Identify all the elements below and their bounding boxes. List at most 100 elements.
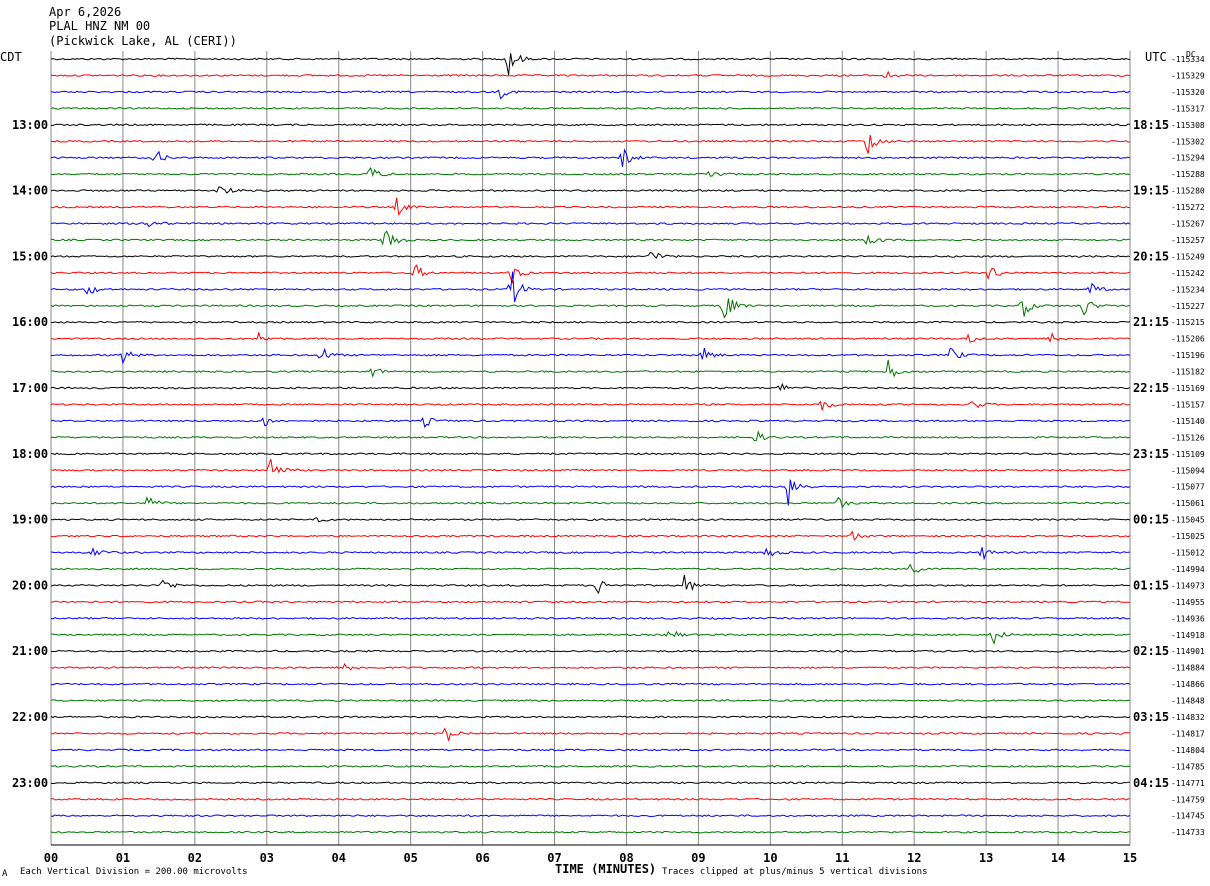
time-grid bbox=[50, 51, 1131, 846]
dc-offset-label: -114973 bbox=[1171, 581, 1205, 590]
right-time-label: 02:15 bbox=[1133, 644, 1169, 658]
x-tick-label: 02 bbox=[188, 851, 202, 865]
dc-offset-label: -115045 bbox=[1171, 516, 1205, 525]
x-tick-label: 13 bbox=[979, 851, 993, 865]
x-tick-label: 03 bbox=[260, 851, 274, 865]
left-time-label: 17:00 bbox=[12, 381, 48, 395]
dc-offset-label: -115288 bbox=[1171, 170, 1205, 179]
dc-offset-label: -115242 bbox=[1171, 269, 1205, 278]
trace-line bbox=[50, 251, 1131, 259]
dc-offset-labels: -115334 -115329 -115320 -115317 -115308 -1153… bbox=[1171, 55, 1205, 837]
trace-line bbox=[50, 781, 1131, 785]
trace-line bbox=[50, 600, 1131, 604]
dc-offset-label: -114866 bbox=[1171, 680, 1205, 689]
x-tick-label: 01 bbox=[116, 851, 130, 865]
header: Apr 6,2026 PLAL HNZ NM 00 (Pickwick Lake… bbox=[49, 5, 237, 48]
trace-line bbox=[50, 400, 1131, 411]
right-time-labels: 18:15 19:15 20:15 21:15 22:15 23:15 00:15 01:15… bbox=[1133, 118, 1169, 790]
trace-line bbox=[50, 382, 1131, 392]
trace-line bbox=[50, 123, 1131, 127]
x-tick-label: 11 bbox=[835, 851, 849, 865]
dc-offset-label: -114785 bbox=[1171, 762, 1205, 771]
x-tick-label: 05 bbox=[403, 851, 417, 865]
dc-offset-label: -115077 bbox=[1171, 483, 1205, 492]
trace-line bbox=[50, 748, 1131, 752]
right-time-label: 21:15 bbox=[1133, 315, 1169, 329]
header-date: Apr 6,2026 bbox=[49, 5, 121, 19]
trace-group bbox=[50, 53, 1131, 834]
dc-offset-label: -114936 bbox=[1171, 614, 1205, 623]
right-time-label: 03:15 bbox=[1133, 710, 1169, 724]
trace-line bbox=[50, 166, 1131, 178]
dc-offset-label: -115012 bbox=[1171, 549, 1205, 558]
left-time-label: 22:00 bbox=[12, 710, 48, 724]
dc-label: DC bbox=[1186, 50, 1196, 59]
x-tick-label: 12 bbox=[907, 851, 921, 865]
dc-offset-label: -114848 bbox=[1171, 697, 1205, 706]
dc-offset-label: -115329 bbox=[1171, 71, 1205, 80]
trace-line bbox=[50, 89, 1131, 100]
trace-line bbox=[50, 517, 1131, 523]
left-time-labels: 13:00 14:00 15:00 16:00 17:00 18:00 19:00 20:00… bbox=[12, 118, 48, 790]
right-time-label: 00:15 bbox=[1133, 513, 1169, 527]
left-time-label: 15:00 bbox=[12, 249, 48, 263]
dc-offset-label: -114918 bbox=[1171, 631, 1205, 640]
dc-offset-label: -115302 bbox=[1171, 137, 1205, 146]
trace-line bbox=[50, 359, 1131, 378]
dc-offset-label: -115109 bbox=[1171, 450, 1205, 459]
dc-offset-label: -114955 bbox=[1171, 598, 1205, 607]
trace-line bbox=[50, 197, 1130, 216]
trace-line bbox=[50, 264, 1131, 285]
left-timezone-label: CDT bbox=[0, 50, 22, 64]
trace-line bbox=[50, 649, 1131, 653]
x-tick-label: 15 bbox=[1123, 851, 1137, 865]
trace-line bbox=[50, 70, 1131, 78]
dc-offset-label: -115308 bbox=[1171, 121, 1205, 130]
dc-offset-label: -114884 bbox=[1171, 664, 1205, 673]
right-time-label: 04:15 bbox=[1133, 776, 1169, 790]
left-time-label: 19:00 bbox=[12, 513, 48, 527]
left-time-label: 23:00 bbox=[12, 776, 48, 790]
trace-line bbox=[50, 53, 1131, 76]
dc-offset-label: -114994 bbox=[1171, 565, 1205, 574]
trace-line bbox=[50, 271, 1131, 303]
x-tick-label: 04 bbox=[332, 851, 346, 865]
dc-offset-label: -114733 bbox=[1171, 828, 1205, 837]
dc-offset-label: -115249 bbox=[1171, 252, 1205, 261]
dc-offset-label: -114901 bbox=[1171, 647, 1205, 656]
dc-offset-label: -115206 bbox=[1171, 335, 1205, 344]
dc-offset-label: -115094 bbox=[1171, 466, 1205, 475]
trace-line bbox=[50, 715, 1131, 719]
right-time-label: 18:15 bbox=[1133, 118, 1169, 132]
right-time-label: 01:15 bbox=[1133, 578, 1169, 592]
x-tick-label: 10 bbox=[763, 851, 777, 865]
trace-line bbox=[50, 682, 1131, 686]
trace-line bbox=[50, 298, 1131, 319]
trace-line bbox=[50, 458, 1131, 474]
trace-line bbox=[50, 547, 1131, 561]
x-tick-label: 08 bbox=[619, 851, 633, 865]
scale-note: Each Vertical Division = 200.00 microvol… bbox=[20, 867, 248, 877]
trace-line bbox=[50, 616, 1131, 620]
dc-offset-label: -115257 bbox=[1171, 236, 1205, 245]
x-axis-label: TIME (MINUTES) bbox=[555, 862, 656, 876]
right-time-label: 20:15 bbox=[1133, 249, 1169, 263]
dc-offset-label: -115320 bbox=[1171, 88, 1205, 97]
left-time-label: 20:00 bbox=[12, 578, 48, 592]
dc-offset-label: -115280 bbox=[1171, 187, 1205, 196]
x-tick-label: 07 bbox=[547, 851, 561, 865]
trace-line bbox=[50, 148, 1131, 167]
trace-line bbox=[50, 230, 1131, 246]
trace-line bbox=[50, 331, 1131, 343]
dc-offset-label: -115025 bbox=[1171, 532, 1205, 541]
trace-line bbox=[50, 563, 1131, 573]
right-time-label: 19:15 bbox=[1133, 184, 1169, 198]
dc-offset-label: -115227 bbox=[1171, 302, 1205, 311]
trace-line bbox=[50, 574, 1131, 595]
x-axis-ticks: 00 01 02 03 04 05 06 07 08 09 10 11 12 13 14 15 bbox=[44, 851, 1137, 865]
dc-offset-label: -115182 bbox=[1171, 368, 1205, 377]
corner-mark: A bbox=[2, 869, 8, 879]
trace-line bbox=[50, 814, 1131, 818]
x-tick-label: 00 bbox=[44, 851, 58, 865]
trace-line bbox=[50, 727, 1130, 741]
